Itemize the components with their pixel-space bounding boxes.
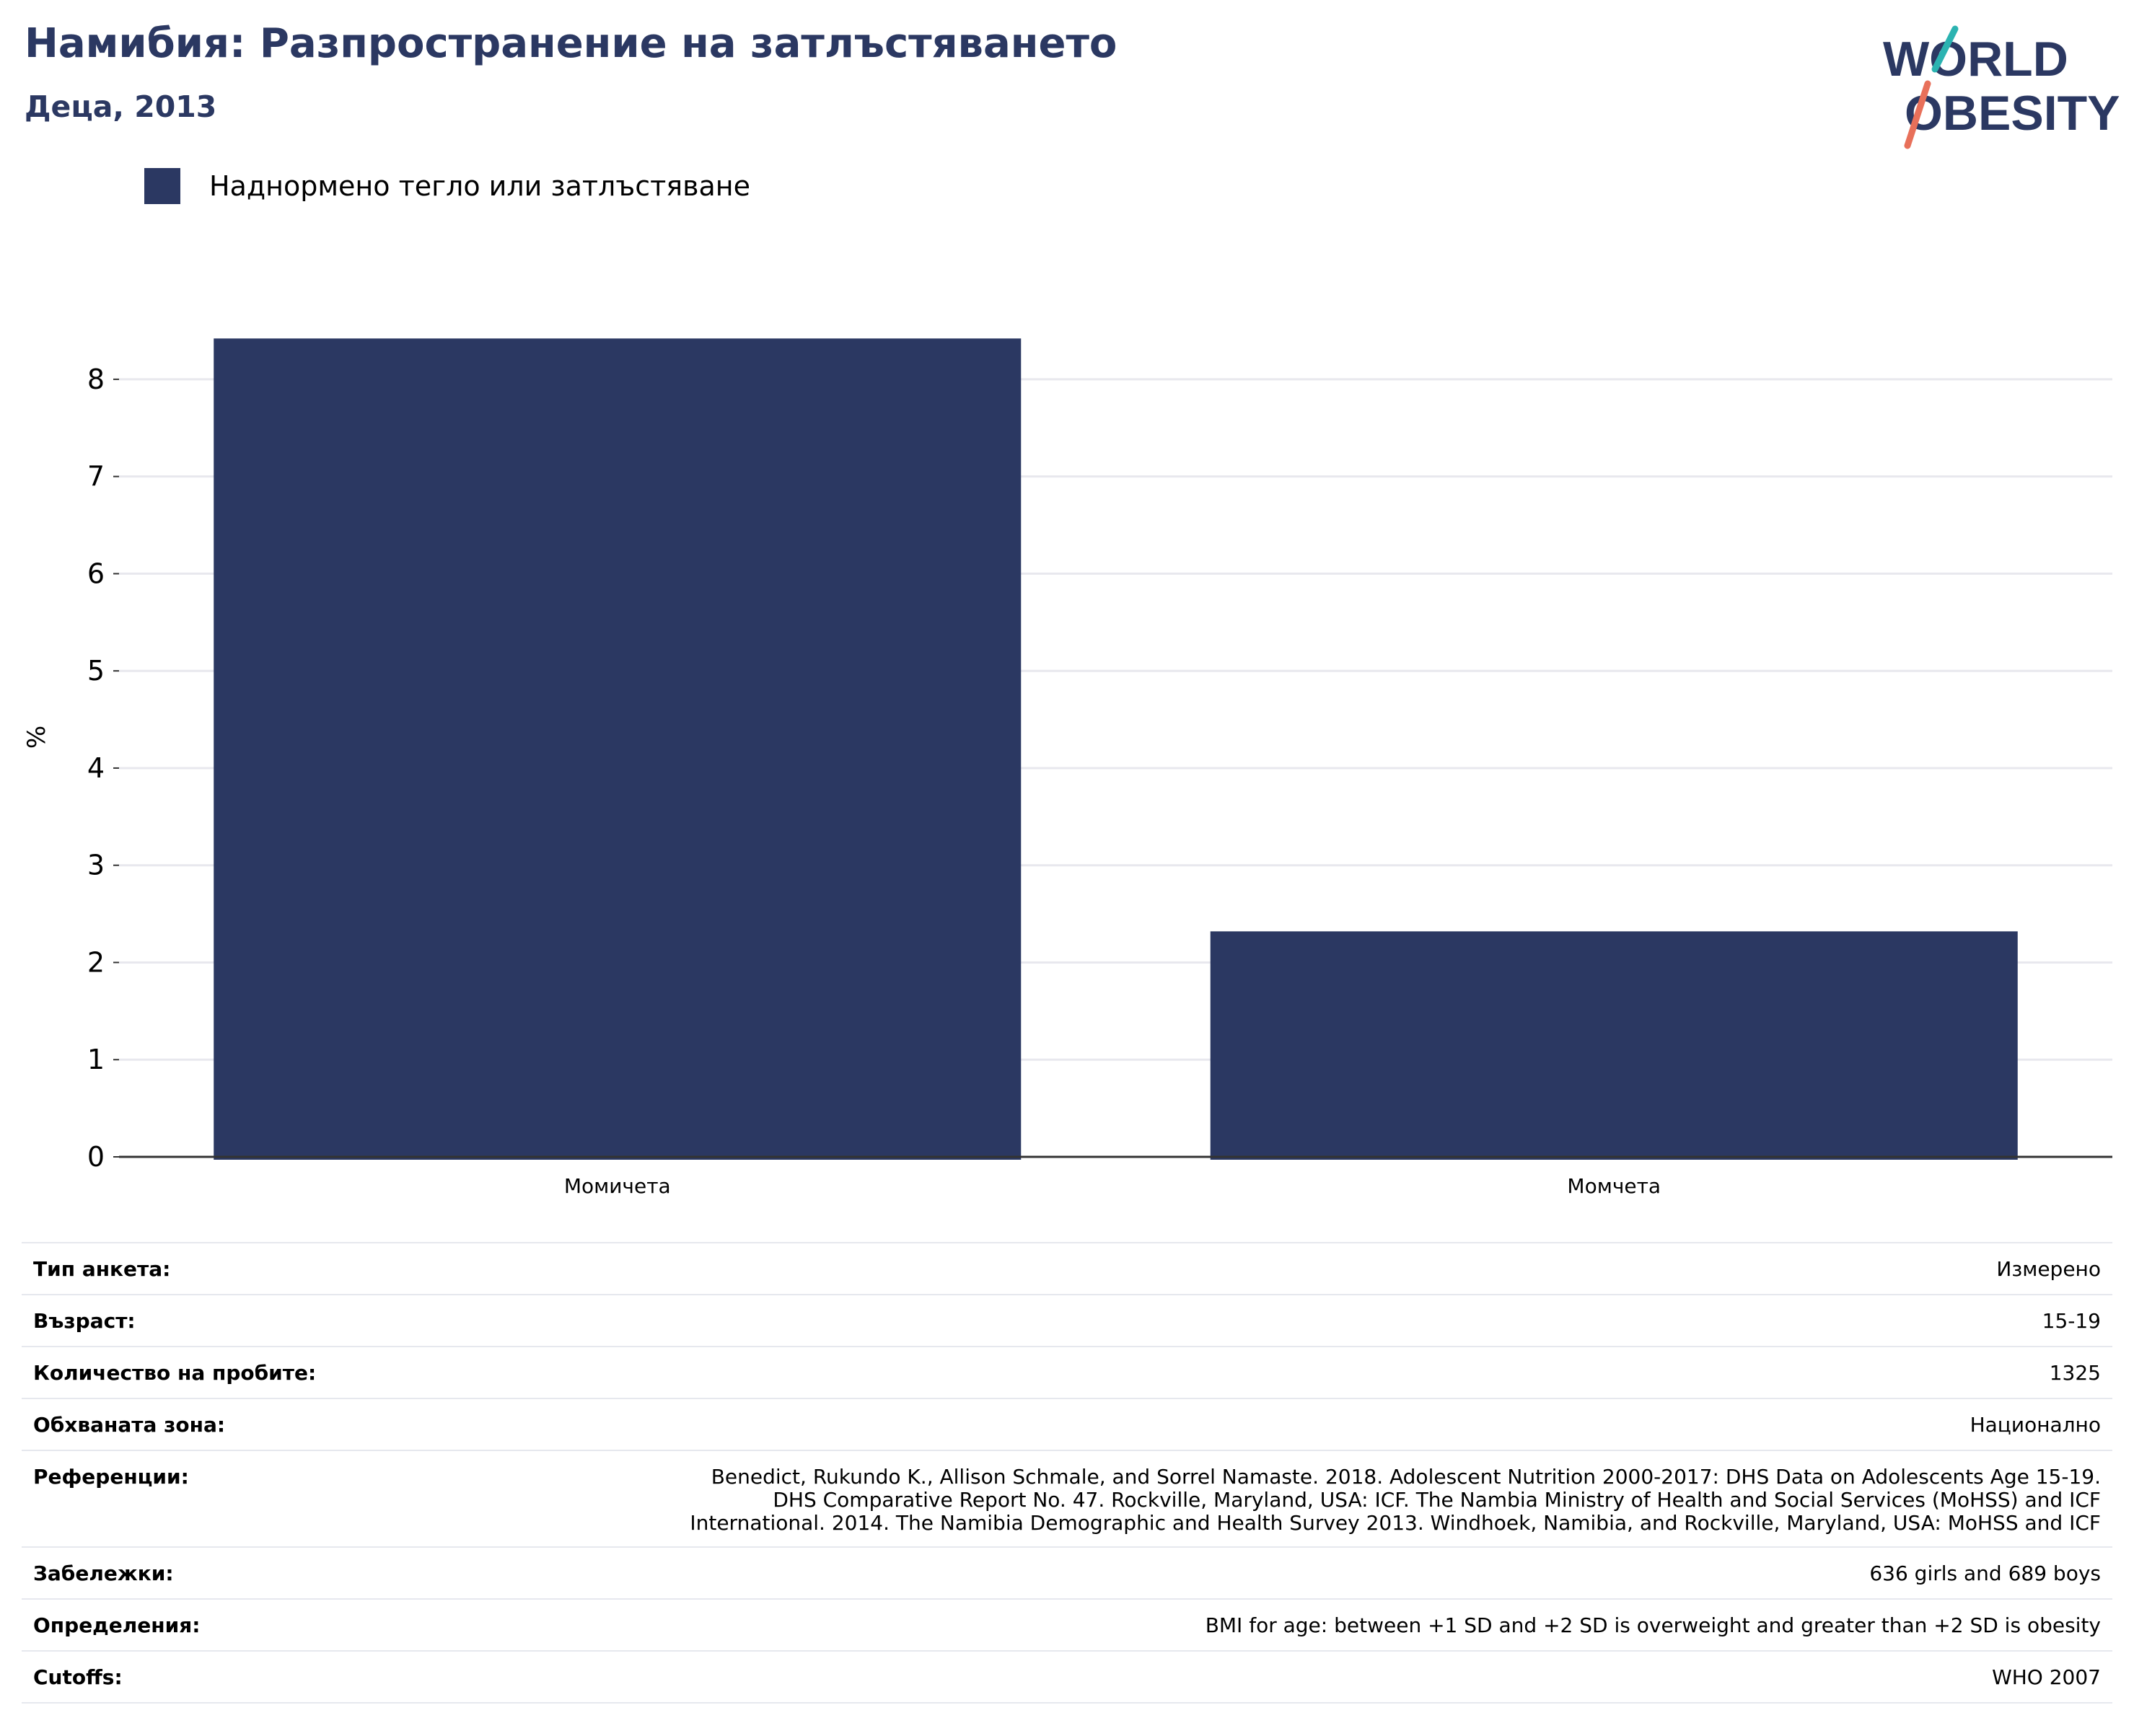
info-value: 1325 xyxy=(389,1346,2112,1398)
info-value: 15-19 xyxy=(389,1294,2112,1347)
survey-info-table: Тип анкета: Измерено Възраст: 15-19 Количест… xyxy=(22,1242,2112,1704)
info-key: Количество на пробите: xyxy=(22,1346,390,1398)
bars xyxy=(214,338,2018,1160)
reference-line: International. 2014. The Namibia Demogra… xyxy=(690,1511,2101,1535)
y-tick-label: 1 xyxy=(87,1044,105,1075)
info-row: Референции: Benedict, Rukundo K., Allison… xyxy=(22,1450,2112,1547)
info-key: Обхваната зона: xyxy=(22,1398,390,1450)
chart-legend: Наднормено тегло или затлъстяване xyxy=(144,168,750,204)
info-row: Обхваната зона: Национално xyxy=(22,1398,2112,1450)
x-category-label: Момчета xyxy=(1567,1174,1661,1198)
bar-1 xyxy=(1210,931,2018,1160)
info-key: Определения: xyxy=(22,1598,390,1651)
info-value: Национално xyxy=(389,1398,2112,1450)
logo-teal-stroke xyxy=(1931,25,1959,73)
bar-0 xyxy=(214,338,1022,1160)
info-row: Cutoffs: WHO 2007 xyxy=(22,1650,2112,1704)
y-tick-label: 6 xyxy=(87,558,105,589)
y-tick-label: 4 xyxy=(87,752,105,784)
page-title: Намибия: Разпространение на затлъстяване… xyxy=(25,20,1118,67)
y-tick-label: 7 xyxy=(87,461,105,493)
info-row: Количество на пробите: 1325 xyxy=(22,1346,2112,1398)
info-row: Определения: BMI for age: between +1 SD a… xyxy=(22,1598,2112,1651)
info-key: Референции: xyxy=(22,1450,390,1547)
y-tick-label: 5 xyxy=(87,655,105,687)
x-category-label: Момичета xyxy=(564,1174,671,1198)
legend-label: Наднормено тегло или затлъстяване xyxy=(209,170,750,202)
y-tick-label: 8 xyxy=(87,363,105,395)
info-key: Cutoffs: xyxy=(22,1650,390,1704)
info-key: Тип анкета: xyxy=(22,1242,390,1295)
info-value: Измерено xyxy=(389,1242,2112,1295)
info-row: Тип анкета: Измерено xyxy=(22,1242,2112,1295)
logo-line1: WORLD xyxy=(1883,32,2068,87)
y-axis-label: % xyxy=(22,726,51,749)
info-row: Забележки: 636 girls and 689 boys xyxy=(22,1546,2112,1599)
logo-line2: OBESITY xyxy=(1905,86,2120,141)
info-value: BMI for age: between +1 SD and +2 SD is … xyxy=(389,1598,2112,1651)
reference-line: Benedict, Rukundo K., Allison Schmale, a… xyxy=(711,1465,2101,1489)
info-value: Benedict, Rukundo K., Allison Schmale, a… xyxy=(389,1450,2112,1547)
legend-swatch xyxy=(144,168,180,204)
page-subtitle: Деца, 2013 xyxy=(25,89,217,124)
info-value: 636 girls and 689 boys xyxy=(389,1546,2112,1599)
axes: 0 1 2 3 4 5 6 7 8 Момичета Момчета xyxy=(87,363,2112,1198)
y-tick-label: 2 xyxy=(87,946,105,978)
world-obesity-logo: WORLD OBESITY xyxy=(1883,25,2120,149)
logo-red-stroke xyxy=(1904,80,1931,149)
info-key: Забележки: xyxy=(22,1546,390,1599)
y-tick-label: 0 xyxy=(87,1141,105,1173)
reference-line: DHS Comparative Report No. 47. Rockville… xyxy=(773,1488,2101,1512)
info-key: Възраст: xyxy=(22,1294,390,1347)
bar-chart: 0 1 2 3 4 5 6 7 8 Момичета Момчета % xyxy=(22,338,2112,1198)
info-value: WHO 2007 xyxy=(389,1650,2112,1704)
y-tick-label: 3 xyxy=(87,850,105,881)
info-row: Възраст: 15-19 xyxy=(22,1294,2112,1347)
